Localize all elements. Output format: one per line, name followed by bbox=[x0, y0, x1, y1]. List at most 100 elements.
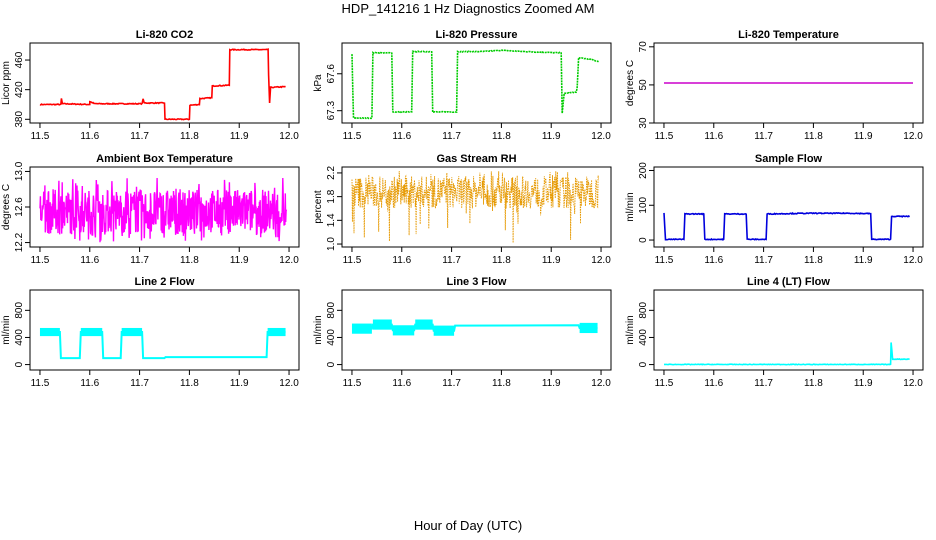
y-tick-label: 400 bbox=[638, 329, 649, 346]
y-tick-label: 0 bbox=[326, 361, 337, 367]
chart-title: Li-820 Pressure bbox=[436, 29, 518, 41]
x-tick-label: 11.8 bbox=[180, 255, 199, 266]
y-axis-label: percent bbox=[313, 190, 324, 224]
x-axis-label: Hour of Day (UTC) bbox=[413, 518, 523, 533]
x-tick-label: 11.5 bbox=[343, 378, 362, 389]
data-series-line bbox=[664, 342, 910, 366]
data-series-line bbox=[351, 170, 599, 243]
x-tick-label: 11.9 bbox=[542, 131, 561, 142]
y-tick-label: 400 bbox=[14, 329, 25, 346]
x-tick-label: 12.0 bbox=[279, 378, 299, 389]
x-tick-label: 11.8 bbox=[492, 378, 511, 389]
x-tick-label: 11.5 bbox=[655, 378, 674, 389]
y-tick-label: 0 bbox=[638, 361, 649, 367]
chart-title: Gas Stream RH bbox=[436, 153, 516, 165]
x-tick-label: 11.8 bbox=[492, 255, 511, 266]
data-band-segment bbox=[121, 327, 143, 337]
data-series-line bbox=[351, 49, 599, 120]
x-tick-label: 11.7 bbox=[442, 378, 461, 389]
x-tick-label: 12.0 bbox=[591, 255, 611, 266]
x-tick-label: 11.6 bbox=[704, 255, 723, 266]
y-tick-label: 67.6 bbox=[326, 64, 337, 84]
x-tick-label: 11.7 bbox=[130, 255, 149, 266]
y-tick-label: 13.0 bbox=[14, 161, 25, 181]
y-tick-label: 380 bbox=[14, 111, 25, 128]
y-tick-label: 12.2 bbox=[14, 232, 25, 252]
y-tick-label: 800 bbox=[638, 302, 649, 319]
x-tick-label: 11.6 bbox=[392, 131, 411, 142]
x-tick-label: 11.5 bbox=[31, 378, 50, 389]
x-tick-label: 11.9 bbox=[854, 255, 873, 266]
chart-panel: Li-820 CO2 Licor ppm 11.5 11.6 11.7 11.8 11.9 1… bbox=[1, 29, 300, 142]
x-tick-label: 11.7 bbox=[754, 378, 773, 389]
y-tick-label: 67.3 bbox=[326, 101, 337, 121]
plot-frame bbox=[29, 289, 300, 371]
data-series-line bbox=[663, 211, 911, 241]
y-axis-label: kPa bbox=[313, 74, 324, 92]
x-tick-label: 11.6 bbox=[80, 378, 99, 389]
data-series-line bbox=[39, 48, 286, 121]
x-tick-label: 11.8 bbox=[180, 131, 199, 142]
chart-title: Li-820 Temperature bbox=[738, 29, 839, 41]
y-tick-label: 50 bbox=[638, 79, 649, 91]
chart-panel: Li-820 Temperature degrees C 11.5 11.6 11.7 1… bbox=[625, 29, 924, 142]
y-tick-label: 460 bbox=[14, 51, 25, 68]
y-tick-label: 100 bbox=[638, 196, 649, 213]
x-tick-label: 11.9 bbox=[542, 378, 561, 389]
x-tick-label: 11.6 bbox=[80, 131, 99, 142]
x-tick-label: 11.9 bbox=[854, 378, 873, 389]
x-tick-label: 11.7 bbox=[442, 131, 461, 142]
x-tick-label: 12.0 bbox=[279, 131, 299, 142]
chart-title: Li-820 CO2 bbox=[136, 29, 193, 41]
data-band-segment bbox=[579, 322, 598, 334]
plot-frame bbox=[653, 42, 924, 124]
data-band-segment bbox=[372, 319, 392, 330]
x-tick-label: 12.0 bbox=[903, 131, 923, 142]
x-tick-label: 11.5 bbox=[31, 255, 50, 266]
data-series-line bbox=[39, 177, 288, 243]
page-title: HDP_141216 1 Hz Diagnostics Zoomed AM bbox=[341, 1, 595, 16]
chart-title: Sample Flow bbox=[755, 153, 823, 165]
x-tick-label: 11.6 bbox=[392, 378, 411, 389]
y-tick-label: 420 bbox=[14, 81, 25, 98]
plot-frame bbox=[29, 42, 300, 124]
x-tick-label: 12.0 bbox=[279, 255, 299, 266]
chart-panel: Li-820 Pressure kPa 11.5 11.6 11.7 11.8 11.9 12… bbox=[313, 29, 612, 142]
x-tick-label: 11.7 bbox=[754, 131, 773, 142]
data-band-segment bbox=[433, 325, 455, 336]
data-band-segment bbox=[415, 319, 433, 330]
y-tick-label: 1.8 bbox=[326, 189, 337, 203]
x-tick-label: 11.5 bbox=[343, 131, 362, 142]
x-tick-label: 11.9 bbox=[542, 255, 561, 266]
y-tick-label: 12.6 bbox=[14, 197, 25, 217]
chart-panel: Sample Flow ml/min 11.5 11.6 11.7 11.8 11.9 12.… bbox=[625, 153, 924, 266]
x-tick-label: 11.7 bbox=[130, 131, 149, 142]
y-axis-label: ml/min bbox=[313, 315, 324, 344]
x-tick-label: 12.0 bbox=[903, 255, 923, 266]
chart-panel: Line 2 Flow ml/min 11.5 11.6 11.7 11.8 11.9 12.… bbox=[1, 276, 300, 389]
x-tick-label: 11.9 bbox=[230, 255, 249, 266]
chart-title: Ambient Box Temperature bbox=[96, 153, 233, 165]
y-tick-label: 0 bbox=[638, 237, 649, 243]
y-tick-label: 0 bbox=[14, 361, 25, 367]
data-band-segment bbox=[80, 327, 103, 337]
data-series-line bbox=[40, 331, 286, 360]
y-axis-label: degrees C bbox=[625, 60, 636, 106]
x-tick-label: 11.8 bbox=[804, 255, 823, 266]
x-tick-label: 12.0 bbox=[591, 131, 611, 142]
x-tick-label: 11.5 bbox=[655, 255, 674, 266]
chart-panel: Line 4 (LT) Flow ml/min 11.5 11.6 11.7 11.8 11… bbox=[625, 276, 924, 389]
data-band-segment bbox=[267, 327, 286, 337]
x-tick-label: 11.7 bbox=[442, 255, 461, 266]
chart-title: Line 2 Flow bbox=[135, 276, 195, 288]
chart-title: Line 4 (LT) Flow bbox=[747, 276, 830, 288]
y-tick-label: 800 bbox=[326, 302, 337, 319]
y-tick-label: 800 bbox=[14, 302, 25, 319]
data-band-segment bbox=[39, 327, 60, 337]
x-tick-label: 11.6 bbox=[392, 255, 411, 266]
y-tick-label: 30 bbox=[638, 117, 649, 129]
x-tick-label: 11.8 bbox=[180, 378, 199, 389]
y-axis-label: ml/min bbox=[625, 192, 636, 221]
x-tick-label: 12.0 bbox=[591, 378, 611, 389]
y-axis-label: ml/min bbox=[625, 315, 636, 344]
